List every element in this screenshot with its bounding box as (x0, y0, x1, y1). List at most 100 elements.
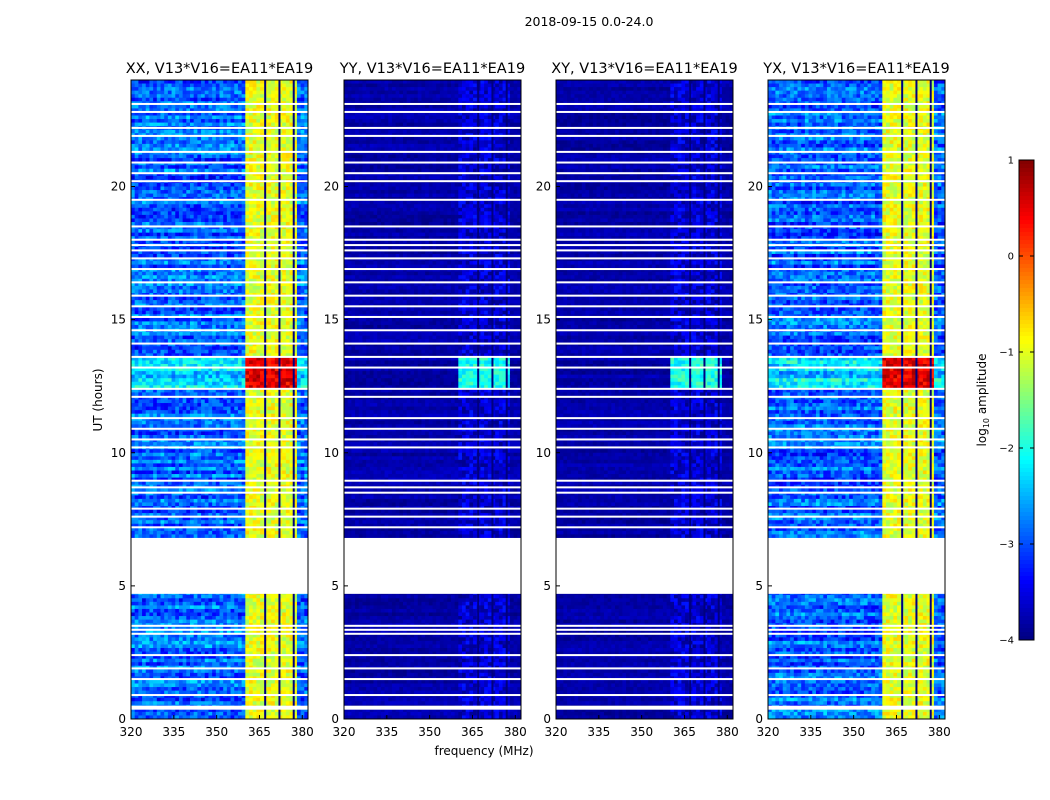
colorbar-segment (1019, 524, 1034, 529)
x-tick-label: 365 (461, 725, 484, 739)
x-tick-label: 350 (418, 725, 441, 739)
colorbar-segment (1019, 252, 1034, 257)
colorbar-segment (1019, 628, 1034, 633)
x-tick-label: 350 (630, 725, 653, 739)
colorbar-segment (1019, 204, 1034, 209)
colorbar-segment (1019, 544, 1034, 549)
colorbar-segment (1019, 324, 1034, 329)
x-tick-label: 320 (120, 725, 143, 739)
y-tick-label: 0 (755, 712, 763, 726)
colorbar-segment (1019, 328, 1034, 333)
panel-title: XX, V13*V16=EA11*EA19 (126, 61, 314, 77)
colorbar-segment (1019, 256, 1034, 261)
x-tick-label: 365 (673, 725, 696, 739)
colorbar-segment (1019, 516, 1034, 521)
x-tick-label: 380 (291, 725, 314, 739)
colorbar-segment (1019, 480, 1034, 485)
colorbar-tick-label: −4 (999, 636, 1014, 647)
colorbar-segment (1019, 560, 1034, 565)
colorbar-segment (1019, 548, 1034, 553)
colorbar-segment (1019, 348, 1034, 353)
colorbar-frame (1018, 159, 1035, 641)
colorbar-segment (1019, 344, 1034, 349)
colorbar-segment (1019, 460, 1034, 465)
colorbar-segment (1019, 264, 1034, 269)
colorbar-segment (1019, 276, 1034, 281)
colorbar-tick-label: 1 (1008, 156, 1014, 167)
colorbar-segment (1019, 332, 1034, 337)
colorbar-segment (1019, 484, 1034, 489)
colorbar-segment (1019, 200, 1034, 205)
colorbar-segment (1019, 244, 1034, 249)
colorbar-segment (1019, 568, 1034, 573)
colorbar-segment (1019, 468, 1034, 473)
suptitle: 2018-09-15 0.0-24.0 (525, 14, 654, 29)
colorbar-segment (1019, 508, 1034, 513)
colorbar-segment (1019, 620, 1034, 625)
colorbar-segment (1019, 636, 1034, 641)
colorbar-segment (1019, 212, 1034, 217)
colorbar-segment (1019, 260, 1034, 265)
colorbar-segment (1019, 376, 1034, 381)
x-tick-label: 380 (928, 725, 951, 739)
colorbar-segment (1019, 576, 1034, 581)
colorbar-segment (1019, 428, 1034, 433)
colorbar-label: log10 amplitude (975, 354, 991, 447)
colorbar-segment (1019, 592, 1034, 597)
colorbar-segment (1019, 312, 1034, 317)
y-tick-label: 0 (543, 712, 551, 726)
colorbar-segment (1019, 192, 1034, 197)
y-tick-label: 20 (748, 180, 763, 194)
colorbar-label-main: log (975, 428, 989, 446)
x-tick-label: 365 (248, 725, 271, 739)
colorbar-segment (1019, 608, 1034, 613)
colorbar-segment (1019, 580, 1034, 585)
x-tick-label: 335 (375, 725, 398, 739)
colorbar-segment (1019, 556, 1034, 561)
axes-frame (767, 79, 946, 720)
y-tick-label: 10 (111, 446, 126, 460)
colorbar-segment (1019, 268, 1034, 273)
x-tick-label: 380 (504, 725, 527, 739)
colorbar-segment (1019, 292, 1034, 297)
colorbar-tick-label: 0 (1008, 252, 1014, 263)
panel-title: YY, V13*V16=EA11*EA19 (339, 61, 525, 77)
colorbar-segment (1019, 604, 1034, 609)
x-tick-label: 335 (587, 725, 610, 739)
colorbar-segment (1019, 284, 1034, 289)
y-tick-label: 5 (118, 579, 126, 593)
colorbar-segment (1019, 584, 1034, 589)
colorbar-segment (1019, 408, 1034, 413)
colorbar-segment (1019, 380, 1034, 385)
colorbar-segment (1019, 216, 1034, 221)
colorbar-segment (1019, 444, 1034, 449)
heatmap-cells (556, 80, 733, 719)
colorbar-segment (1019, 300, 1034, 305)
colorbar-segment (1019, 304, 1034, 309)
colorbar-segment (1019, 520, 1034, 525)
colorbar-segment (1019, 492, 1034, 497)
axes-frame (343, 79, 522, 720)
colorbar-segment (1019, 624, 1034, 629)
heatmap-cells (768, 80, 945, 719)
colorbar-segment (1019, 364, 1034, 369)
colorbar-segment (1019, 168, 1034, 173)
colorbar-segment (1019, 452, 1034, 457)
colorbar-segment (1019, 176, 1034, 181)
colorbar-segment (1019, 320, 1034, 325)
colorbar-segment (1019, 440, 1034, 445)
x-tick-label: 350 (205, 725, 228, 739)
colorbar-label-tail: amplitude (975, 354, 989, 418)
x-tick-label: 320 (757, 725, 780, 739)
panel-1: XX, V13*V16=EA11*EA19 320 335 350 365 380 0 5 10… (111, 61, 314, 739)
x-tick-label: 365 (885, 725, 908, 739)
colorbar-segment (1019, 532, 1034, 537)
y-tick-label: 5 (543, 579, 551, 593)
colorbar-segment (1019, 288, 1034, 293)
colorbar-segment (1019, 476, 1034, 481)
x-tick-label: 335 (162, 725, 185, 739)
y-tick-label: 20 (111, 180, 126, 194)
colorbar-segment (1019, 164, 1034, 169)
y-tick-label: 15 (111, 313, 126, 327)
